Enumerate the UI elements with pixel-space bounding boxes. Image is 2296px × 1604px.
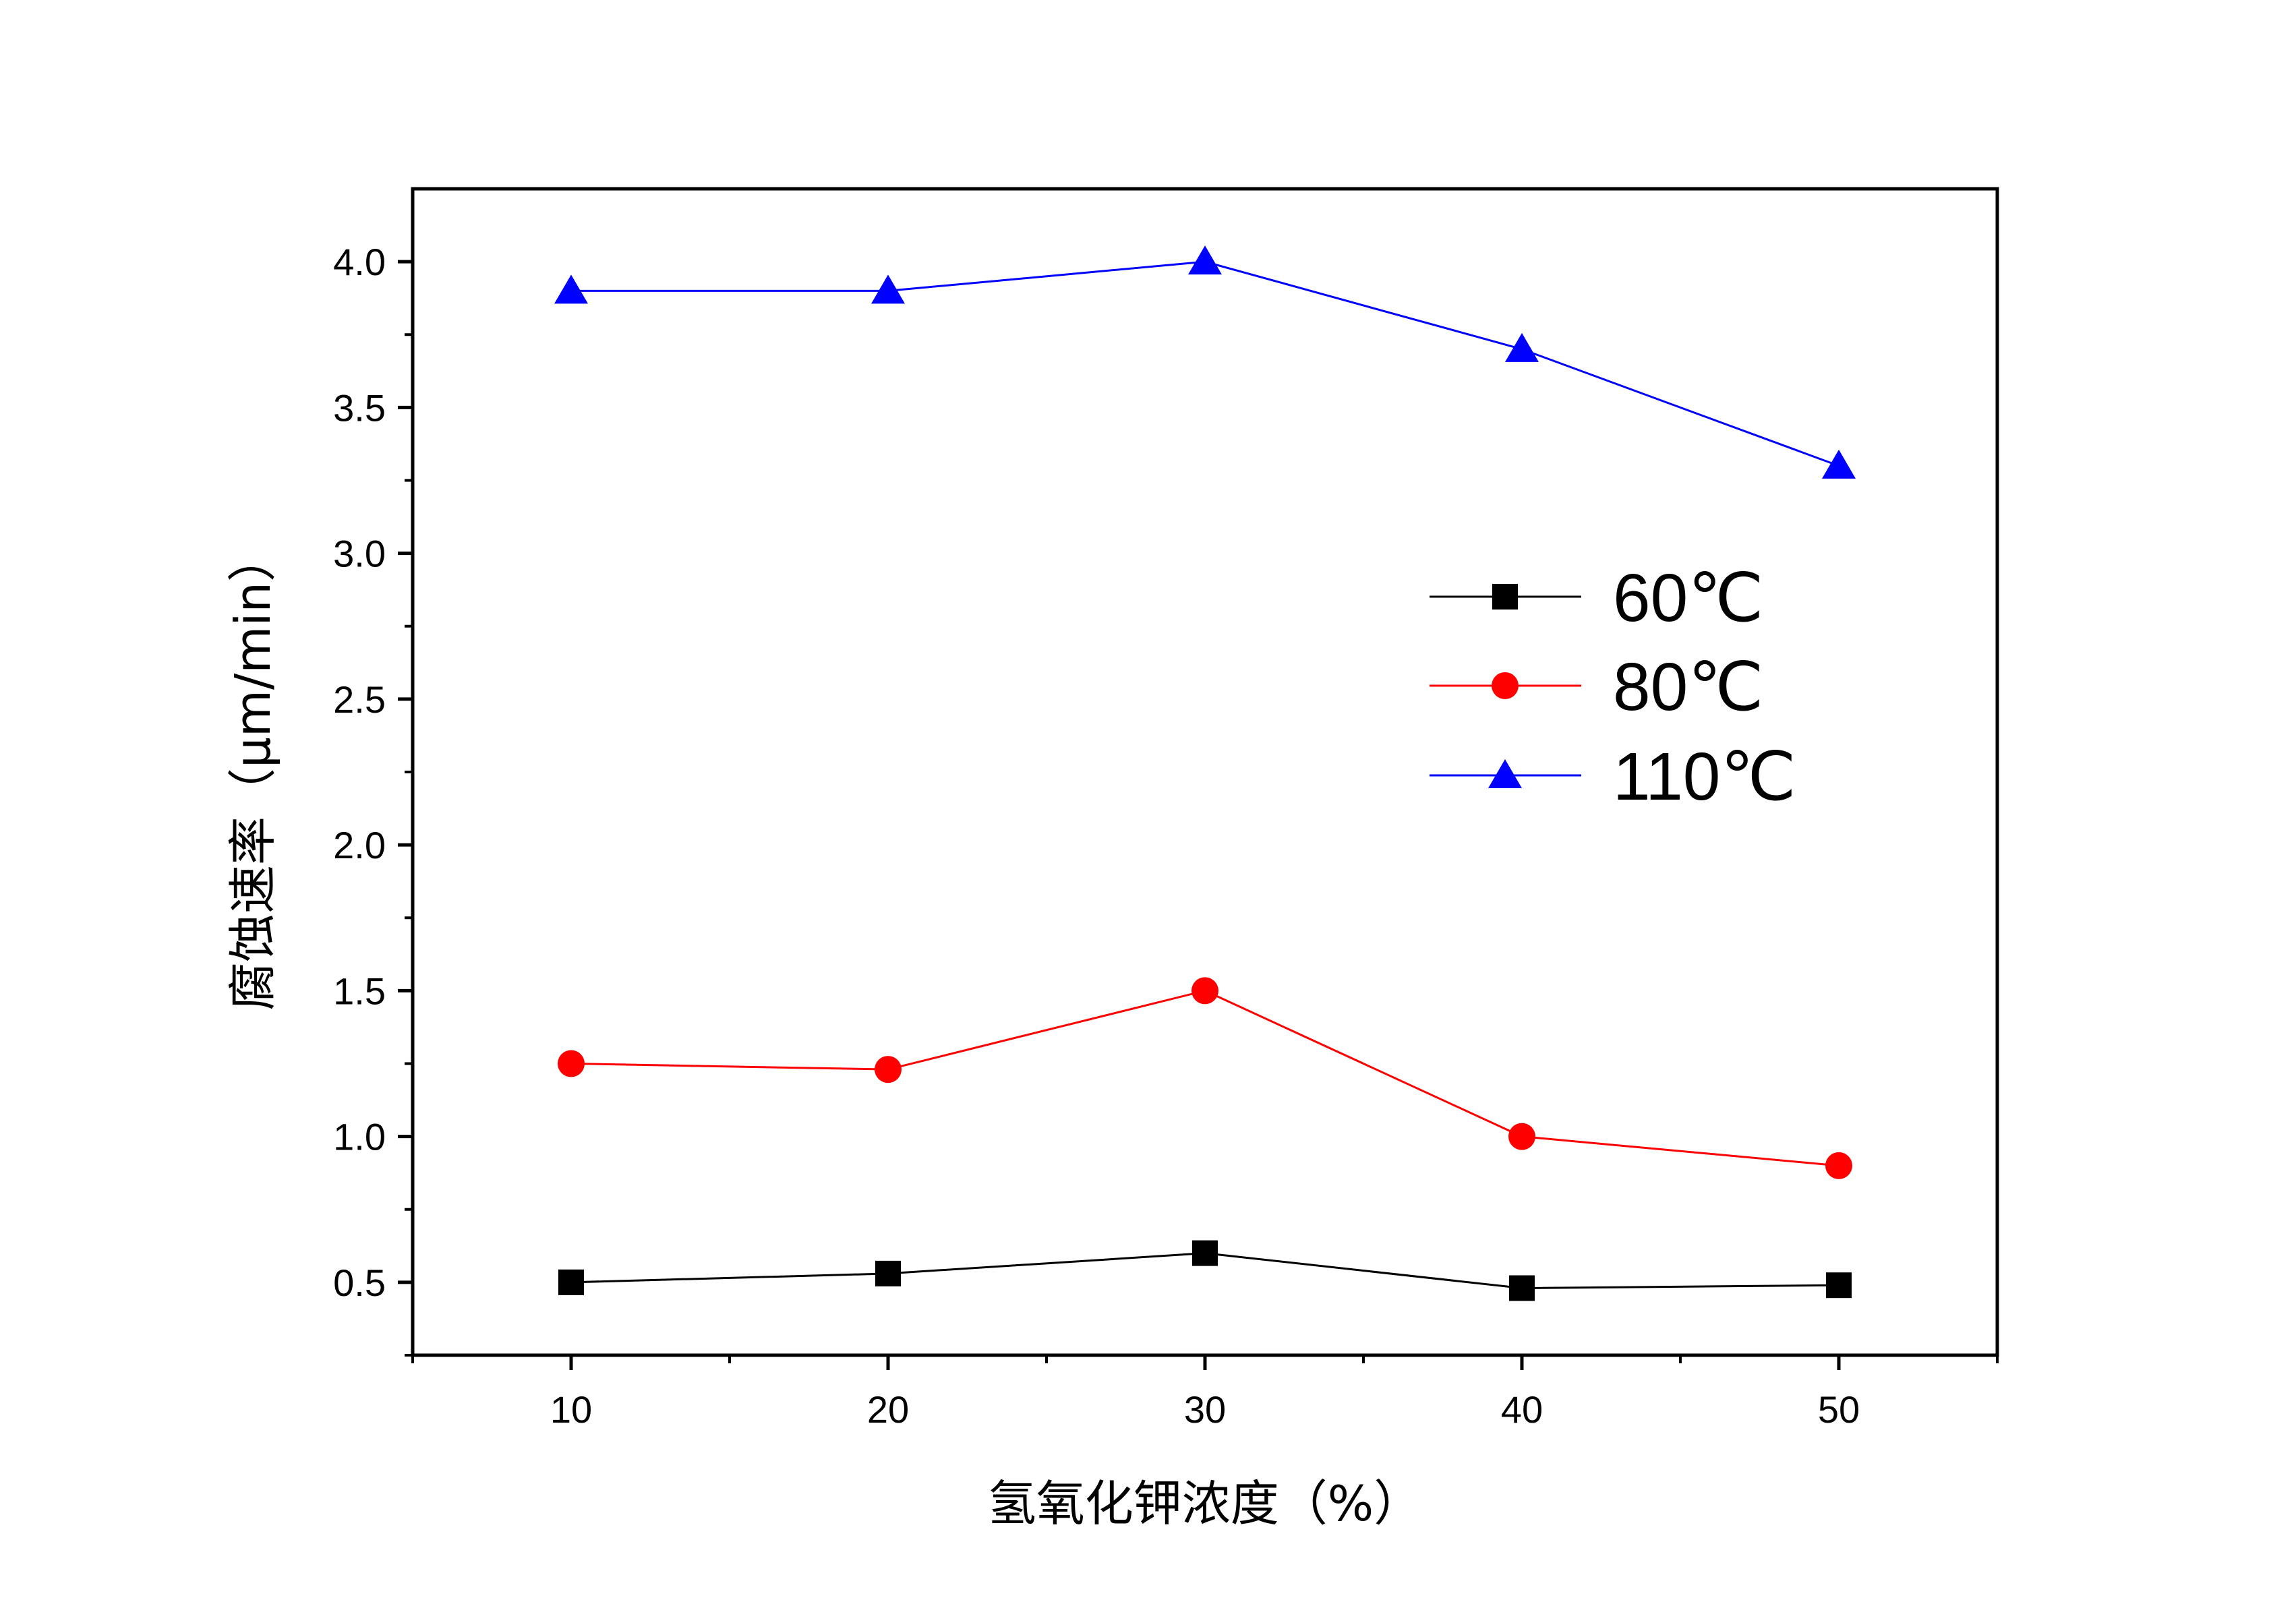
data-point: [558, 1050, 585, 1077]
series-2: [554, 245, 1856, 479]
y-tick-label: 2.5: [333, 678, 386, 721]
data-point: [875, 1056, 902, 1083]
data-point: [558, 1269, 584, 1295]
data-point: [554, 274, 588, 304]
y-tick-label: 2.0: [333, 824, 386, 866]
data-point: [1825, 1152, 1852, 1179]
y-axis-title: 腐蚀速率（μm/min）: [225, 533, 281, 1011]
y-tick-label: 3.0: [333, 533, 386, 575]
legend-item: 110℃: [1430, 739, 1796, 814]
y-tick-label: 4.0: [333, 241, 386, 283]
legend-item: 60℃: [1430, 560, 1764, 636]
data-point: [1505, 332, 1539, 362]
legend: 60℃ 80℃ 110℃: [1430, 560, 1796, 814]
data-point: [871, 274, 905, 304]
legend-label: 60℃: [1613, 560, 1764, 636]
data-point: [875, 1260, 901, 1286]
legend-label: 110℃: [1613, 739, 1796, 814]
series-1: [558, 977, 1852, 1179]
x-tick-label: 50: [1818, 1388, 1860, 1431]
y-tick-label: 1.0: [333, 1116, 386, 1158]
x-axis-title: 氢氧化钾浓度（%）: [988, 1475, 1422, 1532]
series-layer: [554, 245, 1856, 1301]
x-tick-label: 40: [1501, 1388, 1543, 1431]
x-tick-label: 30: [1184, 1388, 1226, 1431]
legend-item: 80℃: [1430, 649, 1764, 725]
data-point: [1508, 1123, 1535, 1150]
x-tick-label: 20: [867, 1388, 909, 1431]
axis-ticks: 0.5 1.0 1.5 2.0 2.5 3.0 3.5 4.0 10 20 30 40 50: [333, 241, 1999, 1431]
x-tick-label: 10: [550, 1388, 592, 1431]
data-point: [1822, 449, 1856, 479]
legend-marker: [1488, 759, 1522, 788]
legend-label: 80℃: [1613, 649, 1764, 725]
y-tick-label: 0.5: [333, 1261, 386, 1304]
series-0: [558, 1240, 1852, 1301]
y-tick-label: 3.5: [333, 386, 386, 429]
data-point: [1509, 1275, 1535, 1301]
y-tick-label: 1.5: [333, 970, 386, 1012]
legend-marker: [1492, 672, 1519, 699]
data-point: [1192, 1240, 1218, 1266]
legend-marker: [1492, 584, 1518, 610]
data-point: [1188, 245, 1222, 275]
data-point: [1826, 1272, 1852, 1299]
data-point: [1191, 977, 1218, 1005]
